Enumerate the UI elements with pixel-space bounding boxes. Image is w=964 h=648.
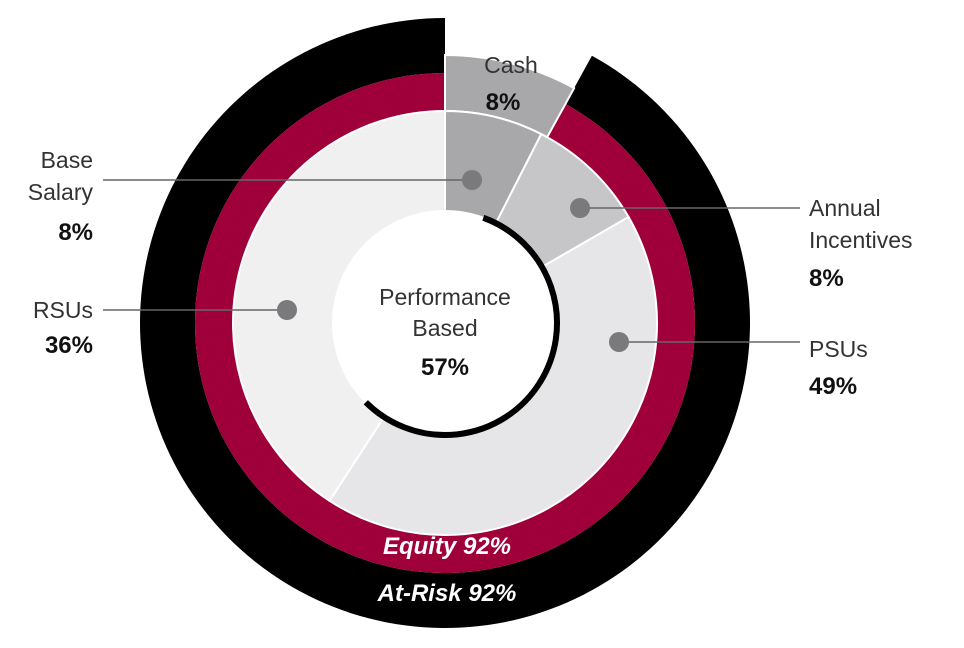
rsus-dot — [277, 300, 297, 320]
center-label-2: Based — [412, 315, 477, 341]
psus-dot — [609, 332, 629, 352]
psus-value: 49% — [809, 373, 857, 400]
at-risk-ring-label: At-Risk 92% — [377, 580, 517, 607]
annual-incentives-dot — [570, 198, 590, 218]
performance-based-arc — [363, 214, 560, 438]
leader-lines — [103, 170, 800, 352]
slice-rsus — [232, 109, 446, 503]
annual-incentives-value: 8% — [809, 265, 844, 292]
base-salary-dot — [462, 170, 482, 190]
center-value: 57% — [421, 354, 469, 381]
center-circle — [333, 211, 557, 435]
cash-value: 8% — [486, 89, 521, 116]
pie-slices — [232, 109, 658, 536]
base-salary-label-2: Salary — [28, 179, 94, 205]
base-salary-value: 8% — [58, 219, 93, 246]
equity-ring-label: Equity 92% — [383, 533, 511, 560]
annual-incentives-label-1: Annual — [809, 195, 881, 221]
center-hole — [333, 211, 560, 438]
rsus-label: RSUs — [33, 297, 93, 323]
annual-incentives-label-2: Incentives — [809, 227, 913, 253]
center-label-1: Performance — [379, 284, 511, 310]
cash-label: Cash — [484, 52, 538, 78]
rsus-value: 36% — [45, 332, 93, 359]
psus-label: PSUs — [809, 336, 868, 362]
base-salary-label-1: Base — [41, 147, 93, 173]
